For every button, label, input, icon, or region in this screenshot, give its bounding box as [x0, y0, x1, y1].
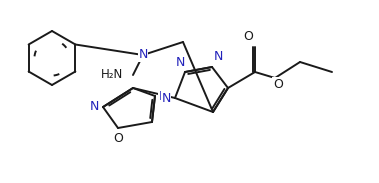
Text: N: N [89, 100, 99, 113]
Text: N: N [161, 92, 171, 104]
Text: N: N [213, 51, 223, 64]
Text: N: N [138, 48, 148, 61]
Text: O: O [273, 77, 283, 91]
Text: O: O [243, 29, 253, 42]
Text: N: N [175, 55, 185, 68]
Text: N: N [158, 91, 168, 104]
Text: H₂N: H₂N [101, 68, 123, 81]
Text: O: O [113, 132, 123, 145]
